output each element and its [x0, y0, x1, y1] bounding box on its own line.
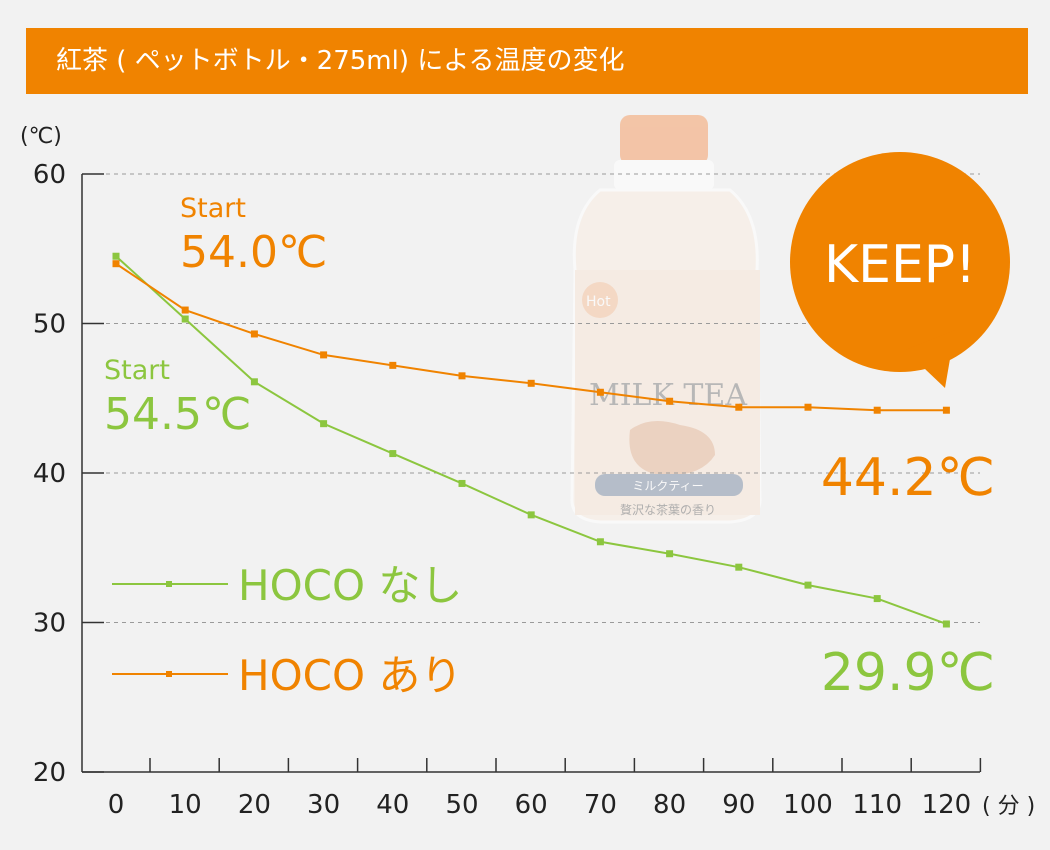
x-tick-label: 20 — [238, 790, 271, 820]
x-tick-label: 0 — [108, 790, 125, 820]
data-point — [320, 420, 328, 428]
x-tick-labels: 0 10 20 30 40 50 60 70 80 90 100 110 120 — [108, 790, 971, 820]
orange-start-value: 54.0℃ — [180, 227, 327, 278]
data-point — [389, 361, 397, 369]
x-tick-label: 100 — [783, 790, 833, 820]
gridlines — [82, 173, 980, 623]
data-point — [389, 450, 397, 458]
axes — [81, 173, 982, 773]
keep-bubble: KEEP! — [790, 152, 1010, 388]
y-tick-label: 30 — [33, 609, 66, 639]
x-unit-label: ( 分 ) — [982, 794, 1035, 819]
y-tick-label: 20 — [33, 758, 66, 788]
orange-end-value: 44.2℃ — [821, 448, 995, 508]
data-point — [112, 252, 120, 260]
green-start-label: Start — [104, 355, 170, 386]
series-lines — [112, 252, 950, 628]
data-point — [458, 372, 466, 380]
orange-start-label: Start — [180, 193, 246, 224]
chart-title: 紅茶 ( ペットボトル・275ml) による温度の変化 — [26, 28, 1028, 94]
data-point — [735, 403, 743, 411]
y-tick-label: 60 — [33, 160, 66, 190]
y-tick-labels: 20 30 40 50 60 — [33, 160, 66, 788]
legend-item-green: HOCO なし — [112, 561, 462, 610]
y-tick-label: 40 — [33, 459, 66, 489]
data-point — [181, 315, 189, 323]
data-point — [250, 378, 258, 386]
data-point — [666, 397, 674, 405]
data-point — [527, 379, 535, 387]
x-tick-label: 40 — [376, 790, 409, 820]
legend-label-green: HOCO なし — [238, 561, 462, 610]
data-point — [942, 406, 950, 414]
keep-text: KEEP! — [824, 235, 976, 295]
x-tick-label: 60 — [515, 790, 548, 820]
x-tick-label: 120 — [922, 790, 972, 820]
bottle-badge-text: Hot — [586, 294, 611, 310]
data-point — [596, 538, 604, 546]
data-point — [942, 620, 950, 628]
y-tick-label: 50 — [33, 310, 66, 340]
x-tick-label: 10 — [169, 790, 202, 820]
data-point — [735, 563, 743, 571]
data-point — [873, 406, 881, 414]
bottle-sub2-text: 贅沢な茶葉の香り — [620, 502, 716, 517]
data-point — [112, 260, 120, 268]
data-point — [596, 388, 604, 396]
data-point — [181, 306, 189, 314]
milk-tea-bottle-image: Hot MILK TEA ミルクティー 贅沢な茶葉の香り — [570, 115, 762, 524]
data-point — [804, 403, 812, 411]
data-point — [666, 550, 674, 558]
data-point — [873, 595, 881, 603]
legend: HOCO なし HOCO あり — [112, 561, 462, 700]
x-tick-label: 70 — [584, 790, 617, 820]
data-point — [250, 330, 258, 338]
green-end-value: 29.9℃ — [821, 643, 995, 703]
green-start-value: 54.5℃ — [104, 389, 251, 440]
data-point — [804, 581, 812, 589]
data-point — [458, 479, 466, 487]
x-tick-label: 80 — [653, 790, 686, 820]
data-point — [527, 511, 535, 519]
x-tick-label: 90 — [722, 790, 755, 820]
y-unit-label: (℃) — [20, 124, 62, 149]
legend-label-orange: HOCO あり — [238, 651, 462, 700]
legend-item-orange: HOCO あり — [112, 651, 462, 700]
x-tick-label: 110 — [852, 790, 902, 820]
x-tick-label: 50 — [445, 790, 478, 820]
x-tick-label: 30 — [307, 790, 340, 820]
bottle-label-text: MILK TEA — [589, 378, 747, 413]
data-point — [320, 351, 328, 359]
bottle-sub-text: ミルクティー — [632, 479, 703, 493]
